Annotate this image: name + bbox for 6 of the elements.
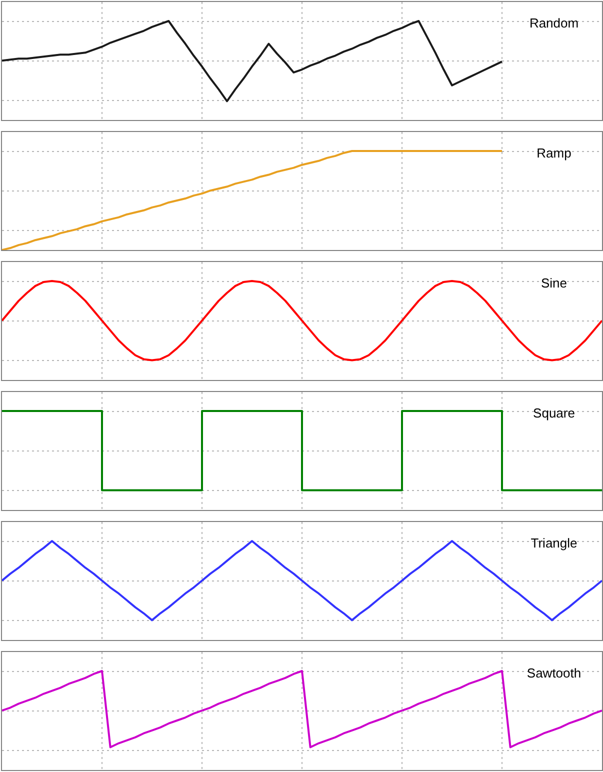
chart-title: Sine [540,276,568,291]
chart-title: Random [529,16,579,31]
chart-title: Sawtooth [526,666,582,681]
chart-title: Square [533,406,575,421]
chart-title: Ramp [536,146,572,161]
chart-title: Triangle [530,536,578,551]
